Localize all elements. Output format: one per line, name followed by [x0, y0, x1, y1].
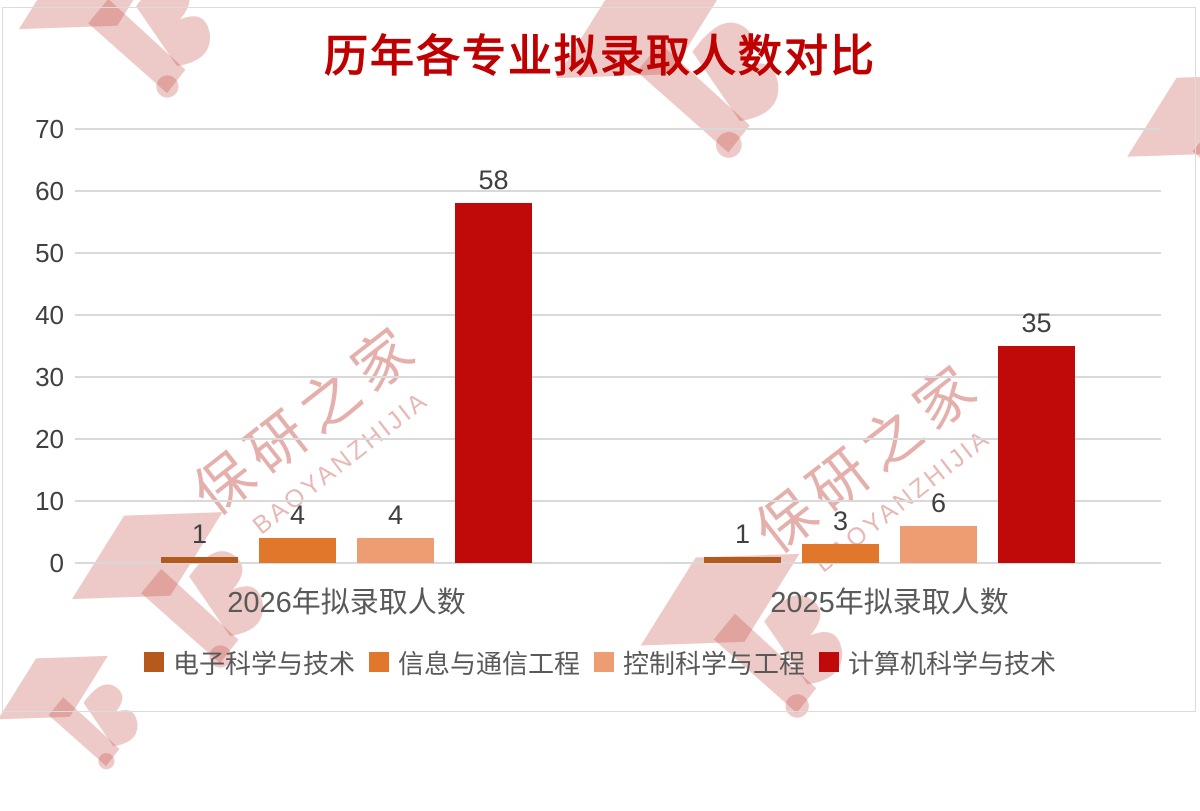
- gridline: [75, 252, 1161, 254]
- category-label: 2025年拟录取人数: [770, 587, 1009, 619]
- legend-swatch: [368, 652, 389, 672]
- legend-swatch: [143, 652, 164, 672]
- gridline: [75, 562, 1161, 564]
- baoyanzhijia-logo-watermark-icon: [521, 0, 815, 217]
- bar: [900, 525, 977, 563]
- gridline: [75, 190, 1161, 192]
- legend-label: 计算机科学与技术: [848, 648, 1057, 679]
- legend-label: 信息与通信工程: [397, 648, 580, 679]
- bar-value-label: 4: [387, 500, 404, 531]
- gridline: [75, 128, 1161, 130]
- gridline: [75, 438, 1161, 440]
- bar-value-label: 6: [930, 487, 947, 518]
- y-tick-label: 40: [35, 300, 64, 330]
- bar-value-label: 1: [191, 518, 208, 549]
- y-tick-label: 60: [35, 176, 64, 206]
- legend-item: 计算机科学与技术: [819, 644, 1056, 681]
- legend-label: 电子科学与技术: [172, 648, 355, 679]
- y-tick-label: 10: [35, 486, 64, 516]
- legend-label: 控制科学与工程: [623, 648, 806, 679]
- baoyanzhijia-logo-watermark-icon: [42, 466, 295, 719]
- baoyanzhijia-logo-watermark-icon: [0, 0, 241, 148]
- y-tick-label: 30: [35, 362, 64, 392]
- legend-swatch: [819, 652, 840, 672]
- gridline: [75, 314, 1161, 316]
- y-tick-label: 70: [35, 114, 64, 144]
- bar: [802, 544, 879, 563]
- legend-item: 控制科学与工程: [594, 644, 805, 681]
- bar: [259, 538, 336, 563]
- gridline: [75, 500, 1161, 502]
- bar: [357, 538, 434, 563]
- bar: [704, 556, 781, 563]
- legend-item: 信息与通信工程: [368, 644, 580, 681]
- bar-value-label: 4: [289, 500, 306, 531]
- gridline: [75, 376, 1161, 378]
- category-label: 2026年拟录取人数: [227, 587, 466, 619]
- plot-area: 0 10 20 30 40 50 60 70 1 4 4 58 2026年拟录取人数 1 3 6 35 2025年…: [35, 114, 1161, 619]
- bar-value-label: 1: [734, 518, 751, 549]
- y-tick-label: 50: [35, 238, 64, 268]
- baoyanzhijia-logo-watermark-icon: [1098, 30, 1200, 269]
- bar: [998, 346, 1075, 563]
- bar-value-label: 58: [478, 165, 509, 196]
- bar: [161, 556, 238, 563]
- bar: [455, 203, 532, 563]
- bar-value-label: 35: [1021, 308, 1052, 338]
- legend-item: 电子科学与技术: [143, 644, 355, 681]
- chart-title: 历年各专业拟录取人数对比: [324, 32, 876, 81]
- bar-value-label: 3: [832, 506, 849, 537]
- legend: 电子科学与技术 信息与通信工程 控制科学与工程 计算机科学与技术: [0, 642, 1200, 682]
- legend-swatch: [594, 652, 614, 672]
- y-tick-label: 20: [35, 424, 64, 454]
- y-tick-label: 0: [49, 548, 64, 578]
